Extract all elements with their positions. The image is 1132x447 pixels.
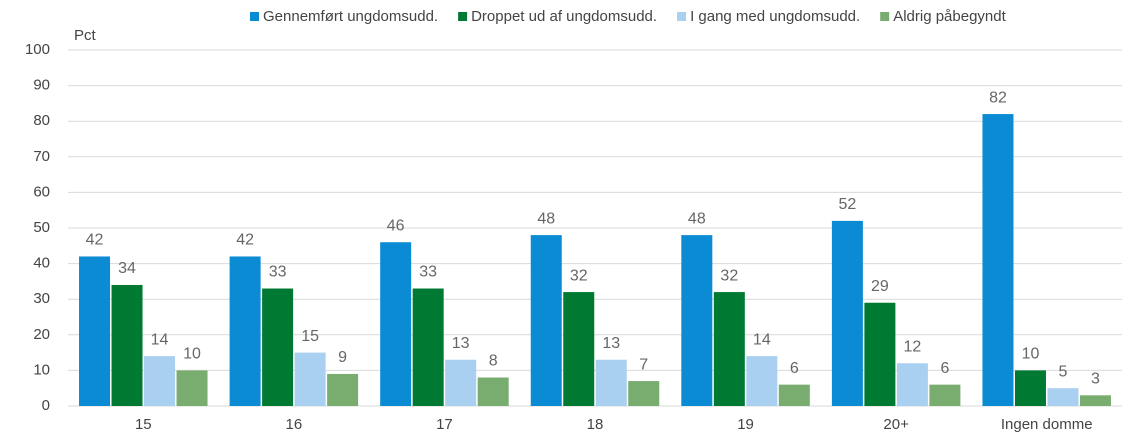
bar bbox=[294, 352, 326, 406]
x-tick-label: 20+ bbox=[883, 416, 909, 433]
data-label: 6 bbox=[940, 360, 949, 377]
data-label: 34 bbox=[118, 260, 136, 277]
bar bbox=[79, 256, 111, 406]
y-tick-label: 80 bbox=[33, 112, 50, 129]
y-tick-label: 60 bbox=[33, 183, 50, 200]
bar bbox=[1014, 370, 1046, 406]
y-tick-label: 90 bbox=[33, 77, 50, 94]
bar bbox=[144, 356, 176, 406]
data-label: 15 bbox=[301, 328, 319, 345]
y-tick-label: 70 bbox=[33, 148, 50, 165]
legend-swatch bbox=[250, 12, 259, 21]
bar bbox=[477, 377, 509, 406]
data-label: 48 bbox=[537, 210, 555, 227]
x-tick-label: 17 bbox=[436, 416, 453, 433]
bar bbox=[896, 363, 928, 406]
bar bbox=[713, 292, 745, 406]
bar bbox=[530, 235, 562, 406]
data-label: 32 bbox=[570, 267, 588, 284]
data-label: 13 bbox=[452, 335, 470, 352]
data-label: 42 bbox=[86, 232, 104, 249]
data-label: 7 bbox=[639, 356, 648, 373]
legend-label: I gang med ungdomsudd. bbox=[690, 8, 860, 25]
legend-label: Droppet ud af ungdomsudd. bbox=[471, 8, 657, 25]
bar bbox=[229, 256, 261, 406]
y-tick-label: 0 bbox=[42, 397, 50, 414]
bar bbox=[929, 384, 961, 406]
y-tick-label: 30 bbox=[33, 290, 50, 307]
data-label: 82 bbox=[989, 89, 1007, 106]
bar bbox=[111, 284, 143, 406]
data-label: 29 bbox=[871, 278, 889, 295]
data-label: 12 bbox=[903, 338, 921, 355]
data-label: 13 bbox=[602, 335, 620, 352]
bar bbox=[412, 288, 444, 406]
x-tick-label: Ingen domme bbox=[1001, 416, 1093, 433]
legend-swatch bbox=[880, 12, 890, 21]
legend-swatch bbox=[458, 12, 468, 21]
data-label: 48 bbox=[688, 210, 706, 227]
data-label: 42 bbox=[236, 232, 254, 249]
data-label: 32 bbox=[720, 267, 738, 284]
bar bbox=[327, 373, 359, 406]
y-tick-label: 100 bbox=[25, 41, 50, 58]
data-label: 9 bbox=[338, 349, 347, 366]
x-tick-label: 18 bbox=[587, 416, 604, 433]
bar bbox=[864, 302, 896, 406]
y-tick-label: 20 bbox=[33, 326, 50, 343]
data-label: 10 bbox=[183, 346, 201, 363]
data-label: 6 bbox=[790, 360, 799, 377]
legend-label: Gennemført ungdomsudd. bbox=[263, 8, 438, 25]
bar bbox=[746, 356, 778, 406]
data-label: 33 bbox=[419, 264, 437, 281]
data-label: 52 bbox=[838, 196, 856, 213]
data-label: 5 bbox=[1059, 363, 1068, 380]
bar bbox=[176, 370, 208, 406]
data-label: 8 bbox=[489, 353, 498, 370]
bar bbox=[380, 242, 412, 406]
data-label: 14 bbox=[753, 331, 771, 348]
legend-swatch bbox=[677, 12, 687, 21]
data-label: 3 bbox=[1091, 371, 1100, 388]
bar bbox=[778, 384, 810, 406]
bar bbox=[595, 359, 627, 406]
bar bbox=[563, 292, 595, 406]
x-tick-label: 19 bbox=[737, 416, 754, 433]
data-label: 10 bbox=[1022, 346, 1040, 363]
data-label: 14 bbox=[151, 331, 169, 348]
legend-label: Aldrig påbegyndt bbox=[893, 8, 1006, 25]
bar bbox=[681, 235, 713, 406]
y-tick-label: 10 bbox=[33, 361, 50, 378]
data-label: 33 bbox=[269, 264, 287, 281]
x-tick-label: 16 bbox=[286, 416, 303, 433]
bar bbox=[982, 114, 1014, 406]
x-tick-label: 15 bbox=[135, 416, 152, 433]
bar bbox=[1047, 388, 1079, 406]
bar bbox=[445, 359, 477, 406]
y-tick-label: 40 bbox=[33, 255, 50, 272]
y-axis-label: Pct bbox=[74, 27, 97, 44]
bar bbox=[831, 220, 863, 406]
bar bbox=[1079, 395, 1111, 406]
y-tick-label: 50 bbox=[33, 219, 50, 236]
bar bbox=[262, 288, 294, 406]
data-label: 46 bbox=[387, 217, 405, 234]
bar bbox=[628, 381, 660, 406]
